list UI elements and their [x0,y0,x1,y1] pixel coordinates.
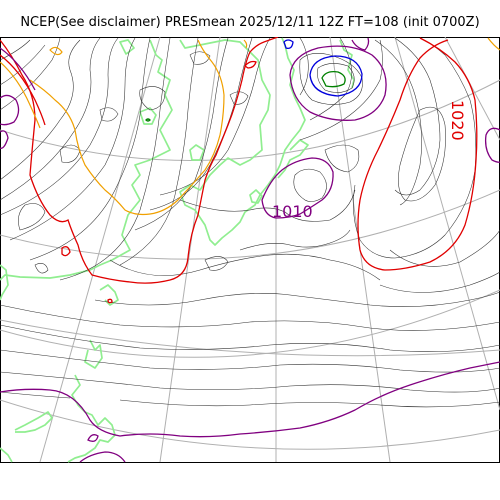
map-title: NCEP(See disclaimer) PRESmean 2025/12/11… [20,15,480,30]
isobar-small-blue [283,39,294,50]
isobar-990-small [49,46,63,56]
isobar-1010-south-2 [79,451,126,463]
graticule [0,37,500,463]
isobar-990-north [243,39,248,49]
isobar-1010-central [261,157,334,219]
isobar-1010-low-ring [289,45,387,121]
isobar-1000-dot [107,298,113,304]
isobar-dense-orange [0,61,41,129]
isobar-990-ne [487,37,500,51]
isobar-low-green-ring [321,70,346,88]
isobar-1000-small [61,246,71,257]
isobar-1000-north [244,60,257,69]
isobar-1010-west [0,94,20,126]
isobar-990 [29,39,225,216]
coastlines [0,37,355,463]
map-border [0,37,500,463]
isobar-label-1010: 1010 [272,202,313,221]
isobar-low-blue-ring [309,55,363,97]
isobar-1020-east [357,37,478,271]
isobar-dense-red [0,54,46,126]
isobar-small-green [145,118,151,122]
pressure-map: 1010 1020 [0,37,500,463]
isobar-1010-west-2 [0,130,9,149]
isobar-1010-ne-edge [484,127,500,163]
isobar-dense-purple [0,47,36,91]
isobar-1000-west [0,37,279,284]
isobar-1010-south-3 [87,434,99,442]
isobar-1010-ne [351,37,370,51]
isobar-label-1020: 1020 [448,100,467,141]
isobar-1010-south [0,361,500,438]
map-frame: 1010 1020 [0,37,500,463]
